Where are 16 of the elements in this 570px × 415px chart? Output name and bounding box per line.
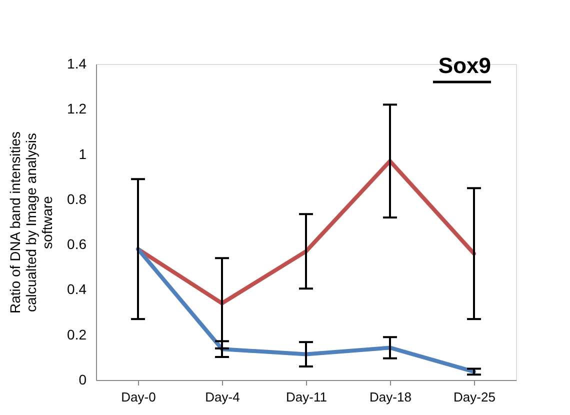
y-tick-label: 0.6: [67, 236, 87, 252]
chart-title: Sox9: [438, 53, 491, 78]
y-tick-label: 0.8: [67, 190, 87, 207]
x-tick-label: Day-11: [286, 390, 327, 404]
line-series: [136, 247, 476, 374]
x-tick-label: Day-4: [205, 390, 240, 404]
y-axis-title: Ratio of DNA band intensities calcualted by Image analysis software: [7, 131, 56, 314]
y-tick-label: 0.2: [67, 326, 87, 342]
x-tick-label: Day-0: [121, 390, 156, 404]
y-tick-label: 0: [78, 372, 87, 388]
y-tick-label: 1.2: [67, 100, 87, 117]
y-tick-label: 1.4: [67, 56, 87, 72]
y-tick-label: 0.4: [67, 281, 87, 298]
y-tick-label: 1: [78, 146, 87, 162]
x-tick-label: Day-18: [370, 390, 412, 404]
x-tick-label: Day-25: [454, 390, 496, 404]
